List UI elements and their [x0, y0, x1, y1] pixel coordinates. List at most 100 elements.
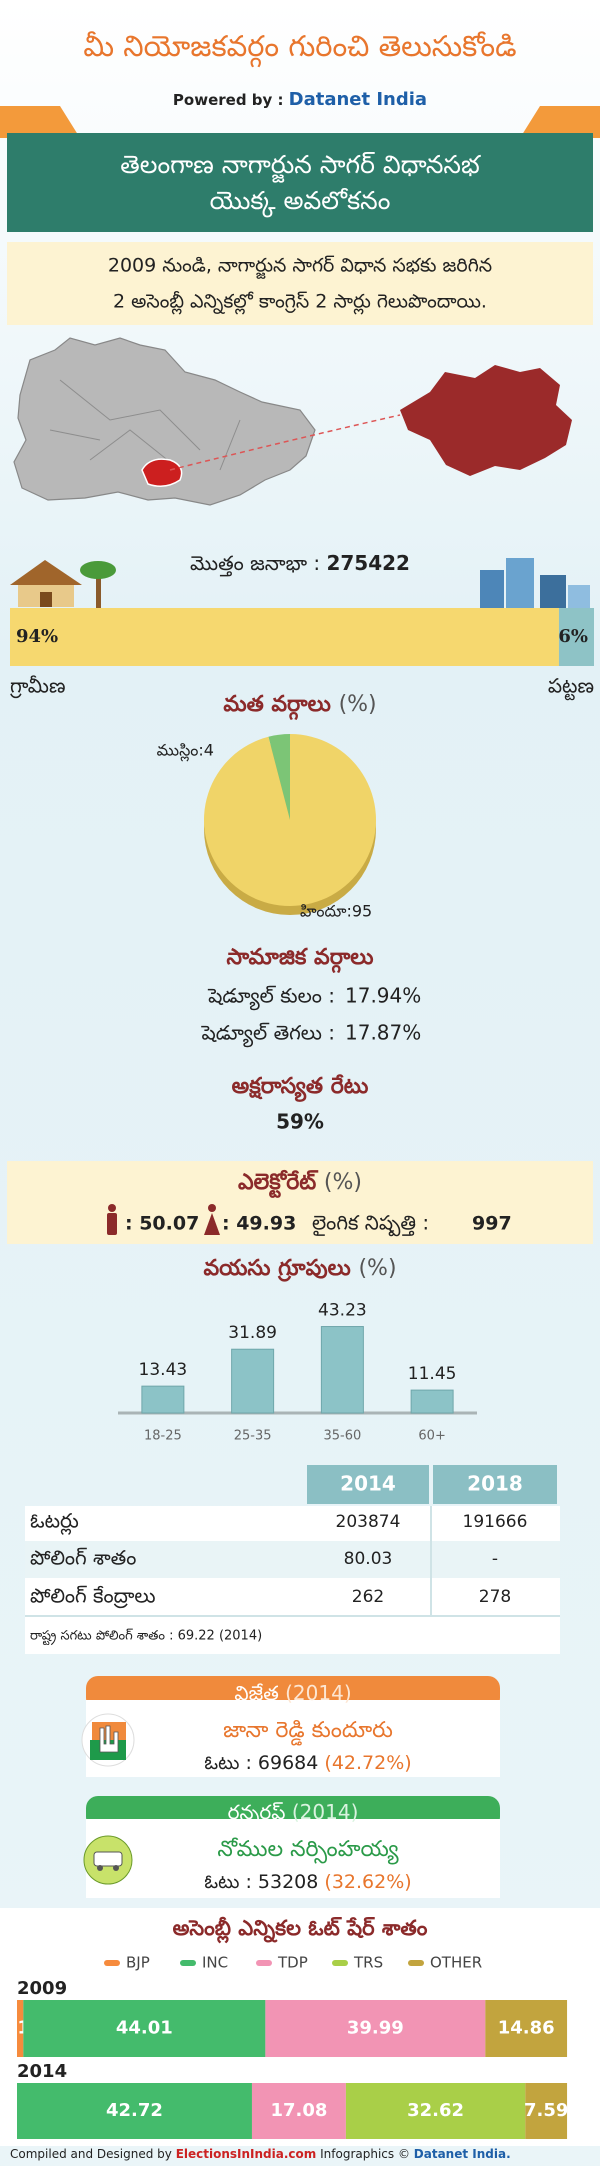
literacy-value: 59%	[276, 1110, 324, 1134]
series-name: పట్టణ	[548, 674, 594, 701]
inc-symbol	[81, 1713, 135, 1767]
vote-share-title: అసెంబ్లీ ఎన్నికల ఓట్ షేర్ శాతం	[173, 1916, 428, 1944]
x-tick-label: 60+	[418, 1429, 445, 1444]
age-unit: (%)	[358, 1256, 396, 1281]
footer-credit: Compiled and Designed by	[10, 2147, 172, 2161]
legend-label: BJP	[126, 1954, 150, 1972]
population-label: మొత్తం జనాభా :	[190, 551, 320, 577]
table-cell: -	[492, 1549, 498, 1569]
slice-label: ముస్లిం:4	[157, 741, 214, 762]
value-label: 32.62	[407, 2100, 464, 2121]
religion-unit: (%)	[339, 692, 377, 717]
bar	[141, 1385, 185, 1414]
map-connector	[169, 414, 401, 471]
legend-label: OTHER	[430, 1954, 482, 1972]
table-cell: 278	[479, 1587, 511, 1607]
footer-site: ElectionsInIndia.com	[176, 2147, 317, 2161]
table-body	[25, 1506, 560, 1654]
banner	[7, 133, 593, 232]
series-name: గ్రామీణ	[10, 674, 66, 699]
value-label: 39.99	[347, 2018, 404, 2039]
x-tick-label: 35-60	[323, 1429, 361, 1444]
runner-share: (32.62%)	[324, 1871, 411, 1893]
district-borders	[49, 379, 241, 471]
bar-segment	[10, 608, 559, 666]
value-label: 7.59	[524, 2100, 568, 2121]
constituency-map	[400, 365, 572, 476]
sex-ratio: 997	[472, 1213, 512, 1235]
female-icon	[204, 1204, 220, 1235]
village-icon	[10, 560, 116, 608]
winner-heading: విజేత (2014)	[234, 1681, 351, 1705]
table-cell: 191666	[463, 1512, 528, 1532]
value-label: 44.01	[116, 2018, 173, 2039]
banner-line: తెలంగాణ నాగార్జున సాగర్ విధానసభ	[120, 150, 481, 183]
value-label: 43.23	[318, 1301, 367, 1321]
winner-year: (2014)	[285, 1681, 352, 1705]
value-label: 94%	[16, 626, 58, 647]
table-row-label: ఓటర్లు	[30, 1509, 79, 1536]
age-title: వయసు గ్రూపులు	[203, 1256, 351, 1282]
runner-name: నోముల నర్సింహయ్య	[217, 1837, 399, 1865]
table-header-cell	[433, 1465, 557, 1504]
value-label: 31.89	[228, 1323, 277, 1343]
bar-segment	[23, 2000, 266, 2057]
legend-swatch	[104, 1960, 120, 1966]
powered-line: Powered by : Datanet India	[173, 89, 427, 110]
bar	[320, 1326, 364, 1414]
bar-segment	[265, 2000, 486, 2057]
winner-share: (42.72%)	[324, 1752, 411, 1774]
runner-votes: ఓటు : 53208	[204, 1871, 318, 1893]
bar-segment	[17, 2083, 252, 2139]
religion-title: మత వర్గాలు	[223, 692, 331, 720]
table-row-label: పోలింగ్ కేంద్రాలు	[30, 1584, 156, 1609]
social-value: 17.94%	[345, 984, 421, 1008]
summary-line: 2 అసెంబ్లీ ఎన్నికల్లో కాంగ్రెస్ 2 సార్లు…	[113, 291, 487, 316]
social-label: షెడ్యూల్ కులం :	[207, 984, 335, 1011]
bar-segment	[485, 2000, 568, 2057]
legend-swatch	[408, 1960, 424, 1966]
brand: Datanet India	[289, 89, 427, 110]
legend-label: TDP	[277, 1954, 308, 1972]
population-total: 275422	[326, 551, 410, 575]
footer-brand: Datanet India.	[414, 2147, 511, 2161]
male-icon	[107, 1204, 117, 1235]
footer-infographics: Infographics ©	[320, 2147, 410, 2161]
header-title: మీ నియోజకవర్గం గురించి తెలుసుకోండి	[83, 29, 516, 68]
female-share: : 49.93	[222, 1213, 296, 1235]
winner-label: విజేత	[234, 1681, 278, 1705]
x-tick-label: 25-35	[234, 1429, 272, 1444]
sex-ratio-label: లైంగిక నిష్పత్తి :	[312, 1211, 429, 1237]
category-label: 2014	[17, 2061, 67, 2082]
winner-votes: ఓటు : 69684	[204, 1752, 318, 1774]
summary-line: 2009 నుండి, నాగార్జున సాగర్ విధాన సభకు జ…	[108, 255, 492, 280]
table-row-band	[25, 1541, 560, 1578]
male-share: : 50.07	[125, 1213, 199, 1235]
value-label: 13.43	[139, 1360, 188, 1380]
runner-heading: రన్నరప్ (2014)	[228, 1800, 359, 1826]
electorate-unit: (%)	[324, 1170, 362, 1195]
bar-segment	[17, 2000, 24, 2057]
summary-box	[7, 242, 593, 325]
bar	[231, 1348, 275, 1414]
runner-label: రన్నరప్	[228, 1800, 286, 1826]
bar-segment	[558, 608, 594, 666]
value-label: 42.72	[106, 2100, 163, 2121]
legend-label: INC	[202, 1954, 228, 1972]
bar-segment	[345, 2083, 526, 2139]
trs-symbol	[83, 1835, 133, 1885]
footer: Compiled and Designed by ElectionsInIndi…	[10, 2147, 511, 2161]
state-map	[13, 337, 316, 506]
runner-year: (2014)	[292, 1800, 359, 1824]
winner-name: జానా రెడ్డి కుందూరు	[223, 1718, 393, 1746]
winner-body	[86, 1700, 500, 1777]
legend-label: TRS	[353, 1954, 383, 1972]
runner-votes-line: ఓటు : 53208 (32.62%)	[204, 1871, 411, 1893]
table-header: 2018	[467, 1472, 523, 1496]
age-title-line: వయసు గ్రూపులు (%)	[203, 1256, 396, 1282]
social-title: సామాజిక వర్గాలు	[226, 945, 373, 973]
category-label: 2009	[17, 1978, 67, 1999]
table-header: 2014	[340, 1472, 396, 1496]
